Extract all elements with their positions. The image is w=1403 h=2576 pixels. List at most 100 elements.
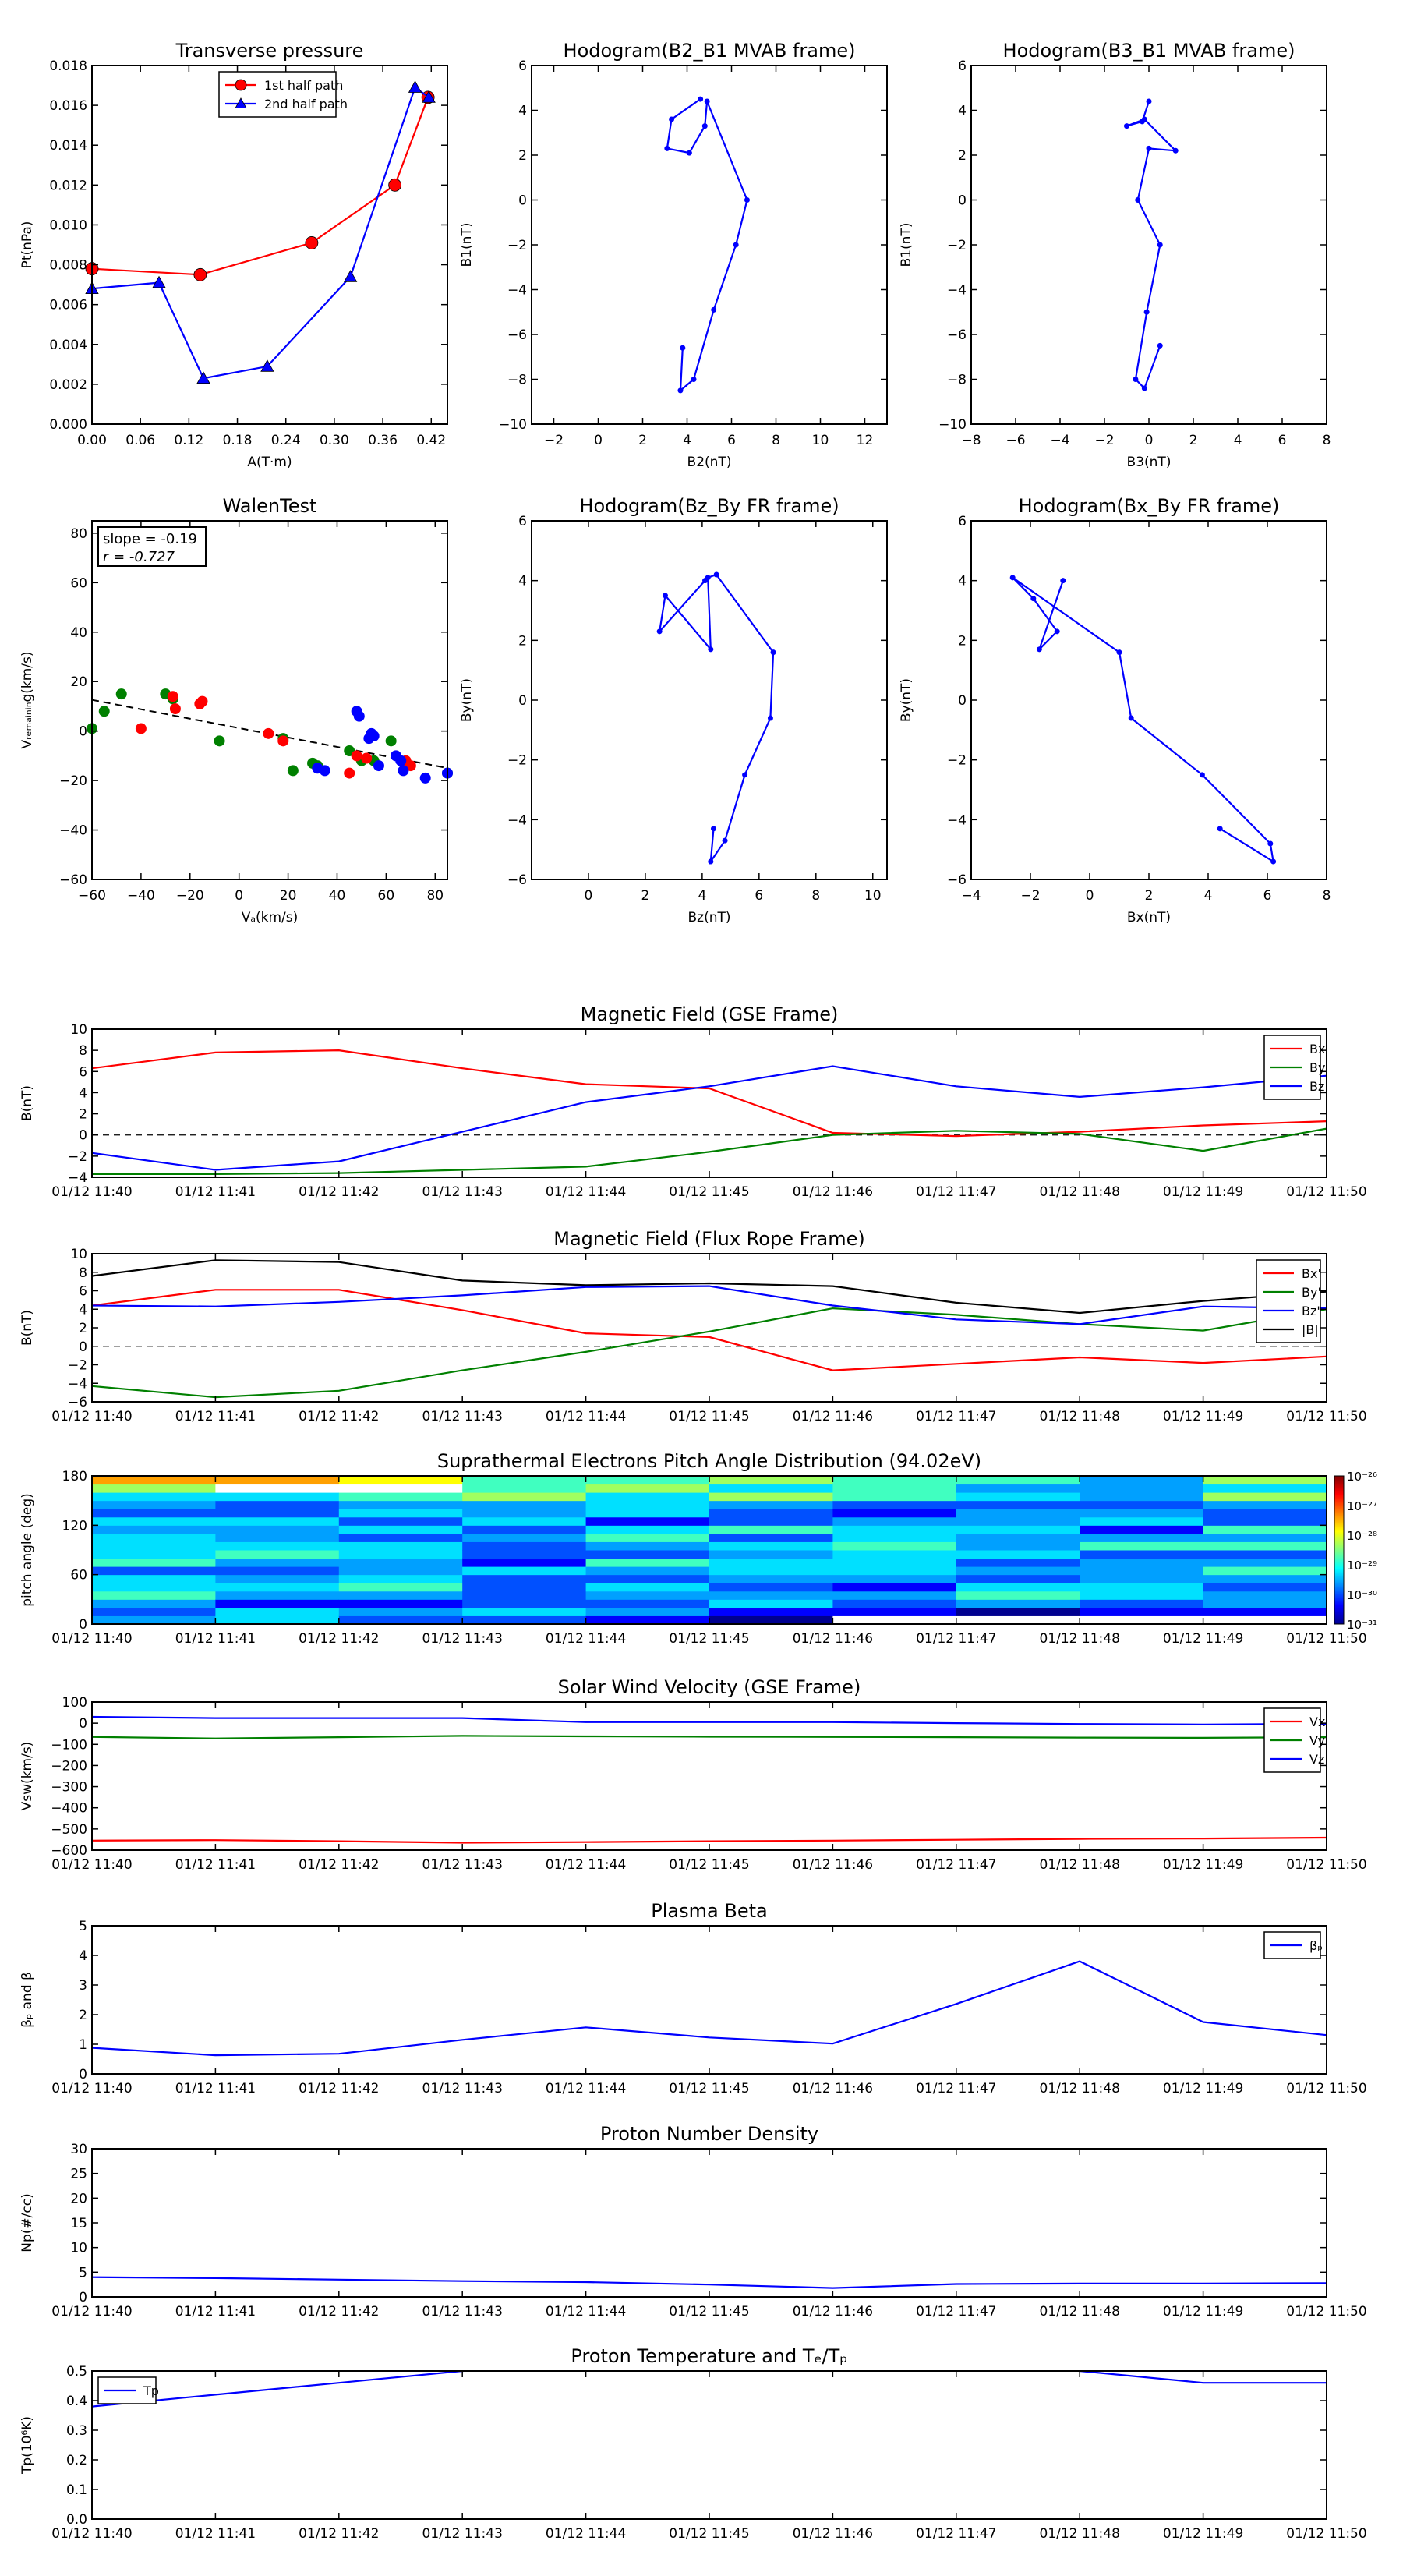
y-axis-label: B(nT) (19, 1085, 35, 1121)
heatmap-cell (338, 1476, 463, 1485)
series-group (92, 1715, 1327, 1844)
heatmap-cell (338, 1509, 463, 1518)
colorbar-label: 10⁻²⁷ (1347, 1499, 1377, 1513)
time-tick-label: 01/12 11:45 (669, 1631, 749, 1647)
x-tick-label: 8 (1323, 888, 1331, 904)
chart-title: Hodogram(B3_B1 MVAB frame) (1003, 40, 1295, 62)
legend: 1st half path 2nd half path (218, 71, 348, 118)
plot-area (92, 521, 447, 879)
y-tick-label: −200 (51, 1758, 87, 1774)
y-tick-label: 0 (79, 724, 87, 740)
y-tick-label: 4 (79, 1085, 87, 1101)
y-tick-label: 10 (70, 2241, 87, 2256)
y-tick-label: 0 (79, 1128, 87, 1144)
heatmap-cell (462, 1607, 587, 1616)
time-tick-label: 01/12 11:45 (669, 2081, 749, 2097)
y-tick-label: −6 (68, 1395, 87, 1410)
scatter-point (385, 735, 397, 747)
y-tick-label: −4 (507, 812, 527, 828)
heatmap-cell (1080, 1607, 1204, 1616)
y-tick-label: 0 (79, 1339, 87, 1355)
heatmap-cell (956, 1574, 1080, 1583)
time-tick-label: 01/12 11:40 (51, 2081, 132, 2097)
y-tick-label: −8 (947, 373, 967, 388)
heatmap-cell (215, 1516, 340, 1526)
heatmap-cell (585, 1541, 710, 1551)
y-tick-label: 0.006 (49, 298, 87, 313)
heatmap-cell (956, 1516, 1080, 1526)
scatter-point (263, 727, 274, 739)
chart-title: Magnetic Field (GSE Frame) (581, 1003, 839, 1025)
legend-box (218, 71, 337, 118)
y-tick-label: −10 (938, 417, 967, 433)
heatmap-cell (585, 1533, 710, 1542)
time-tick-label: 01/12 11:44 (546, 2526, 626, 2542)
time-tick-label: 01/12 11:44 (546, 1184, 626, 1200)
y-tick-label: 10 (70, 1247, 87, 1262)
stats-annotation: slope = -0.19 r = -0.727 (97, 526, 207, 567)
y-tick-label: 0.1 (66, 2482, 87, 2498)
heatmap-cell (585, 1492, 710, 1502)
y-tick-label: 1 (79, 2037, 87, 2053)
series-group (92, 1049, 1327, 1176)
heatmap-cell (92, 1484, 216, 1493)
hodogram-point (770, 649, 776, 656)
y-tick-label: 15 (70, 2216, 87, 2231)
heatmap-cell (1080, 1509, 1204, 1518)
heatmap-cell (1080, 1599, 1204, 1608)
heatmap-cell (215, 1500, 340, 1509)
colorbar (1334, 1475, 1345, 1625)
legend: Tp (97, 2376, 159, 2404)
scatter-point (287, 765, 299, 777)
y-tick-label: 0 (79, 2290, 87, 2305)
time-tick-label: 01/12 11:40 (51, 2526, 132, 2542)
series-group (92, 1960, 1327, 2057)
x-tick-label: 2 (638, 433, 647, 448)
hodogram-point (677, 387, 684, 394)
time-tick-label: 01/12 11:50 (1286, 1631, 1366, 1647)
time-tick-label: 01/12 11:40 (51, 1631, 132, 1647)
legend: βₚ (1263, 1931, 1323, 1959)
hodogram-point (710, 826, 716, 832)
time-tick-label: 01/12 11:48 (1040, 2081, 1120, 2097)
y-tick-label: −400 (51, 1801, 87, 1817)
hodogram-point (1139, 119, 1145, 125)
y-tick-label: −40 (59, 823, 87, 839)
y-tick-label: 0 (79, 1716, 87, 1732)
y-axis-label: B1(nT) (459, 223, 475, 267)
x-tick-label: 0.36 (368, 433, 398, 448)
y-axis-label: B(nT) (19, 1310, 35, 1346)
legend: Bx' By' Bz' |B| (1256, 1259, 1321, 1343)
x-tick-label: −40 (127, 888, 155, 904)
time-tick-label: 01/12 11:47 (916, 1631, 996, 1647)
colorbar-label: 10⁻³¹ (1347, 1618, 1377, 1632)
hodogram-point (1270, 858, 1277, 865)
heatmap-cell (709, 1550, 833, 1559)
time-tick-label: 01/12 11:47 (916, 1409, 996, 1424)
heatmap-cell (832, 1615, 957, 1625)
heatmap-cell (338, 1583, 463, 1592)
x-tick-label: 0 (585, 888, 593, 904)
y-tick-label: 3 (79, 1978, 87, 1994)
hodogram-point (1157, 342, 1163, 349)
hodogram-point (1199, 772, 1205, 778)
time-tick-label: 01/12 11:46 (793, 2081, 873, 2097)
x-tick-label: 0.12 (174, 433, 203, 448)
heatmap-cell (585, 1484, 710, 1493)
chart-title: Plasma Beta (651, 1900, 767, 1922)
scatter-point (115, 688, 127, 700)
hodogram-point (733, 242, 739, 248)
chart-title: Hodogram(Bx_By FR frame) (1019, 495, 1280, 517)
heatmap-cell (832, 1500, 957, 1509)
heatmap-cell (956, 1599, 1080, 1608)
y-tick-label: 0 (518, 693, 527, 709)
heatmap-cell (832, 1509, 957, 1518)
heatmap-cell (215, 1599, 340, 1608)
y-tick-label: 6 (958, 58, 967, 74)
time-tick-label: 01/12 11:49 (1163, 1184, 1243, 1200)
y-tick-label: −4 (68, 1376, 87, 1392)
hodogram-point (722, 837, 728, 844)
hodogram-point (708, 646, 714, 653)
y-tick-label: 0 (79, 1617, 87, 1633)
legend-label: Vz (1309, 1752, 1324, 1767)
